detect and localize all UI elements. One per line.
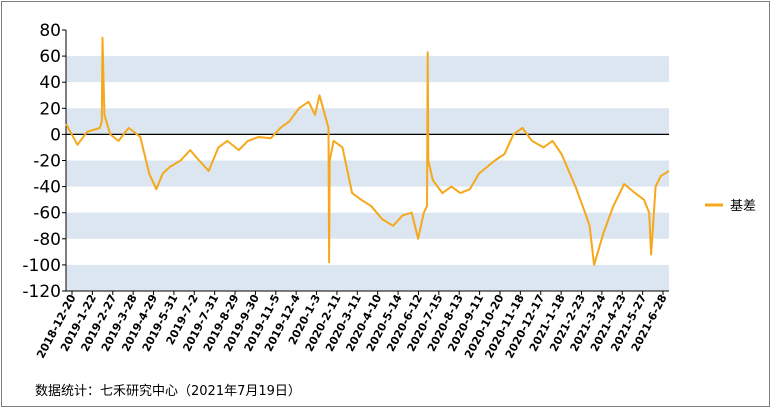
grid-band bbox=[66, 212, 669, 239]
x-axis: 2018-12-202019-1-222019-2-272019-3-28201… bbox=[34, 290, 670, 361]
y-tick-label: -60 bbox=[33, 204, 61, 224]
y-tick-label: -120 bbox=[22, 282, 61, 302]
y-tick-label: 40 bbox=[39, 73, 61, 93]
grid-bands bbox=[66, 56, 669, 291]
grid-band bbox=[66, 160, 669, 187]
series-line-jicha bbox=[65, 36, 670, 266]
legend-label: 基差 bbox=[730, 199, 756, 214]
source-note: 数据统计：七禾研究中心（2021年7月19日） bbox=[35, 384, 301, 399]
grid-band bbox=[66, 108, 669, 135]
y-axis: 80 60 40 20 0 -20 -40 -60 -80 -100 -120 bbox=[22, 21, 669, 302]
y-tick-label: 0 bbox=[50, 125, 61, 145]
y-tick-label: 20 bbox=[39, 99, 61, 119]
y-tick-label: 80 bbox=[39, 21, 61, 41]
y-tick-label: -20 bbox=[33, 152, 61, 172]
legend: 基差 bbox=[705, 199, 756, 214]
y-tick-label: -100 bbox=[22, 256, 61, 276]
grid-band bbox=[66, 56, 669, 83]
y-tick-label: -40 bbox=[33, 178, 61, 198]
grid-band bbox=[66, 264, 669, 291]
y-tick-label: -80 bbox=[33, 230, 61, 250]
y-tick-label: 60 bbox=[39, 47, 61, 67]
series-layer bbox=[65, 36, 670, 266]
